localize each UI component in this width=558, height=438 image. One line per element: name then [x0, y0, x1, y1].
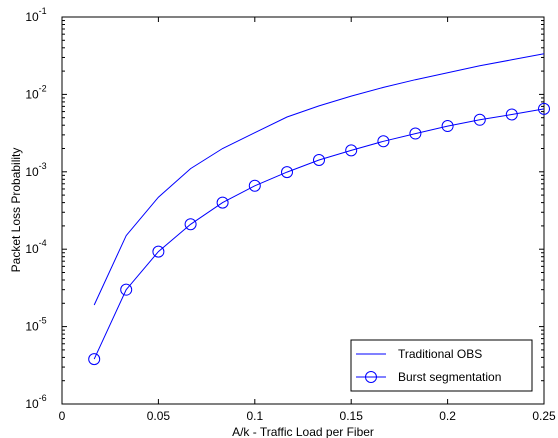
data-point-burst-segmentation [152, 245, 165, 258]
x-tick-label: 0.25 [532, 409, 556, 423]
y-tick-label-base: 10 [25, 165, 39, 179]
y-tick-label-base: 10 [25, 397, 39, 411]
y-tick-label-base: 10 [25, 242, 39, 256]
y-tick-label: 10-2 [25, 83, 46, 101]
data-point-burst-segmentation [248, 179, 261, 192]
data-point-burst-segmentation [280, 166, 293, 179]
y-tick-label-base: 10 [25, 320, 39, 334]
x-tick-label: 0.05 [147, 409, 171, 423]
data-point-burst-segmentation [441, 120, 454, 133]
x-tick-label: 0.2 [439, 409, 456, 423]
data-point-burst-segmentation [345, 144, 358, 157]
data-point-burst-segmentation [505, 108, 518, 121]
data-point-burst-segmentation [216, 196, 229, 209]
y-tick-label-base: 10 [25, 10, 39, 24]
series-line-burst-segmentation [93, 108, 545, 360]
data-point-burst-segmentation [377, 135, 390, 148]
data-point-burst-segmentation [313, 154, 326, 167]
data-point-burst-segmentation [120, 283, 133, 296]
y-axis-label: Packet Loss Probability [9, 148, 23, 273]
y-axis: 10-610-510-410-310-210-1 [25, 6, 544, 411]
y-tick-label-exponent: -4 [39, 238, 47, 248]
y-tick-label: 10-1 [25, 6, 46, 24]
series-line-traditional-obs [93, 53, 545, 306]
x-tick-label: 0.1 [246, 409, 263, 423]
x-tick-label: 0 [59, 409, 66, 423]
legend-box [350, 339, 533, 392]
data-point-burst-segmentation [473, 113, 486, 126]
y-tick-label: 10-5 [25, 316, 46, 334]
y-tick-label: 10-4 [25, 238, 46, 256]
y-tick-label-exponent: -6 [39, 393, 47, 403]
y-tick-label-exponent: -5 [39, 316, 47, 326]
x-axis: 0 0.05 0.1 0.15 0.2 0.25 [59, 17, 556, 423]
y-tick-label: 10-3 [25, 161, 46, 179]
legend-marker-burst-segmentation [365, 371, 377, 383]
data-point-burst-segmentation [409, 127, 422, 140]
legend-label-traditional-obs: Traditional OBS [398, 347, 482, 361]
legend: Traditional OBS Burst segmentation [350, 339, 533, 392]
x-axis-label: A/k - Traffic Load per Fiber [232, 425, 374, 438]
data-point-burst-segmentation [88, 353, 101, 366]
series-layer [88, 53, 550, 366]
data-point-burst-segmentation [538, 102, 550, 115]
y-tick-label-exponent: -1 [39, 6, 47, 16]
legend-label-burst-segmentation: Burst segmentation [398, 370, 501, 384]
x-tick-label: 0.15 [340, 409, 364, 423]
y-tick-label-exponent: -3 [39, 161, 47, 171]
y-tick-label-base: 10 [25, 87, 39, 101]
data-point-burst-segmentation [184, 218, 197, 231]
y-tick-label-exponent: -2 [39, 83, 47, 93]
y-tick-label: 10-6 [25, 393, 46, 411]
